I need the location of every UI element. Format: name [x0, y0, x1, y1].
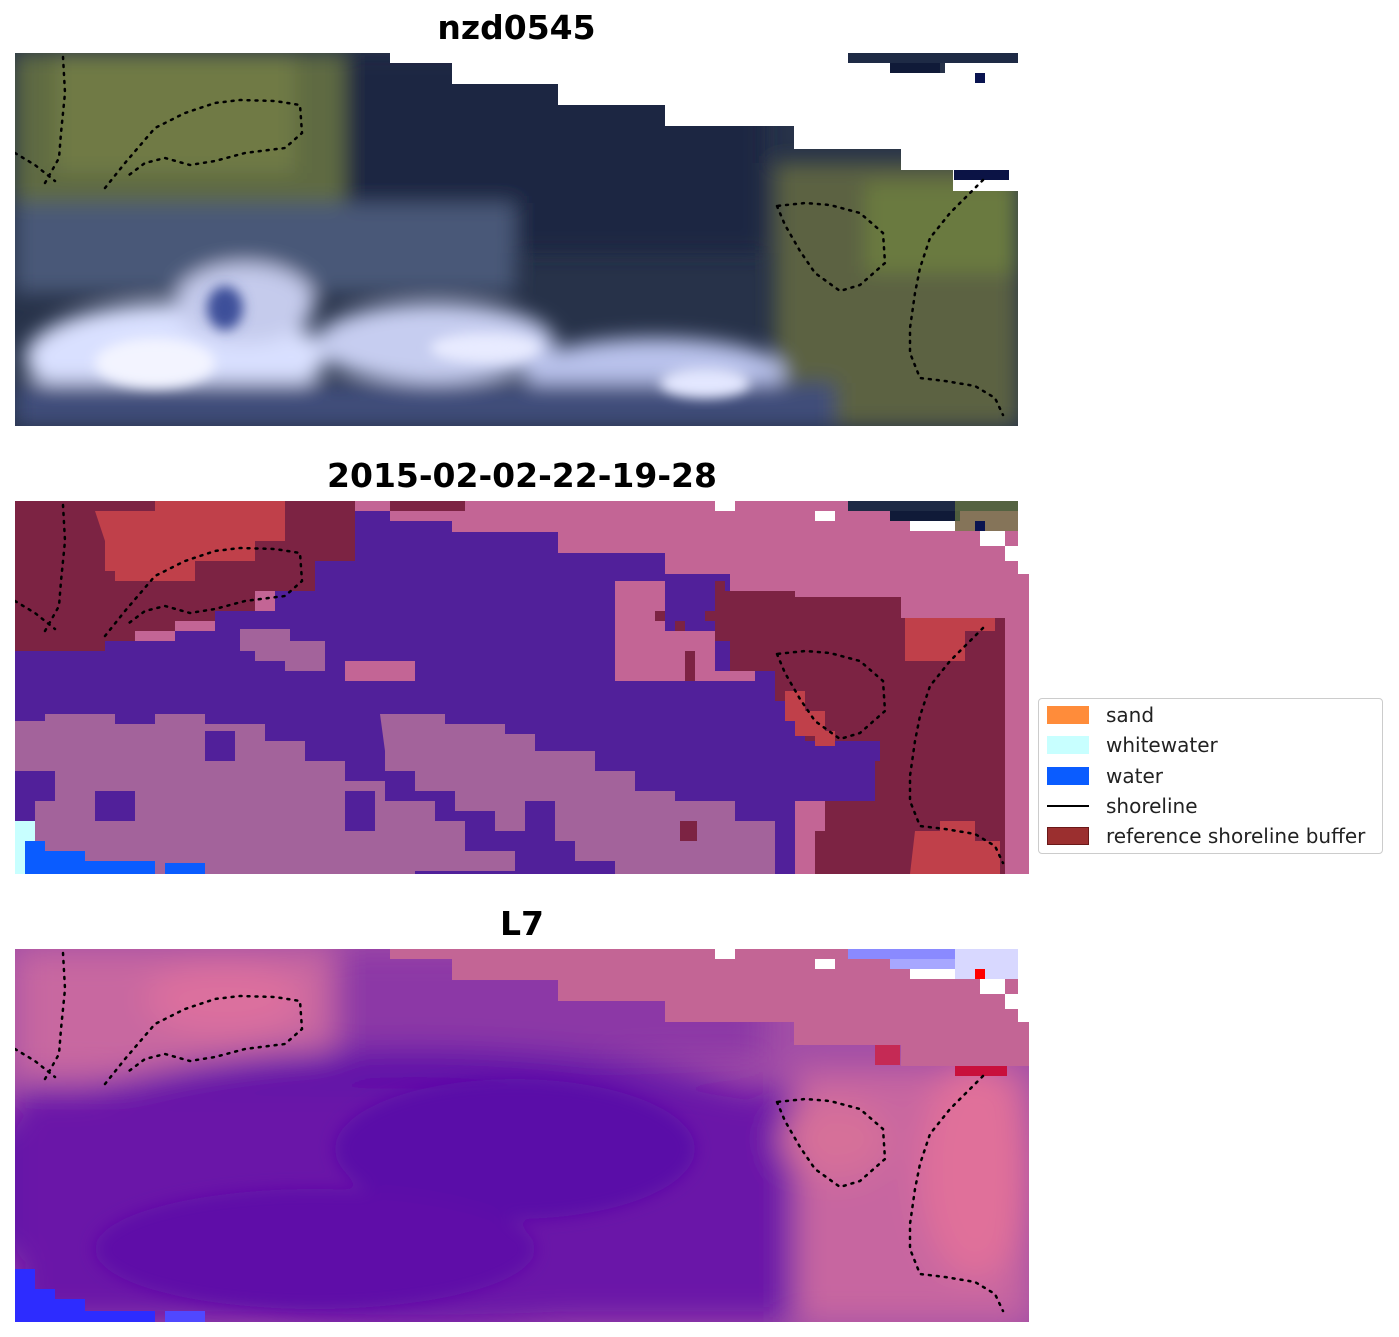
legend-swatch-reference-buffer: [1047, 827, 1089, 845]
legend: sand whitewater water shoreline referenc…: [1038, 698, 1383, 854]
panel-title-index: L7: [500, 904, 544, 943]
index-image: [15, 949, 1029, 1322]
index-panel: [15, 949, 1029, 1322]
legend-label: reference shoreline buffer: [1106, 824, 1366, 848]
legend-swatch-shoreline: [1047, 805, 1089, 807]
legend-swatch-whitewater: [1047, 736, 1089, 754]
legend-item-whitewater: whitewater: [1047, 733, 1218, 757]
classification-image: [15, 501, 1029, 874]
legend-item-reference-buffer: reference shoreline buffer: [1047, 824, 1365, 848]
legend-swatch-sand: [1047, 706, 1089, 724]
legend-item-shoreline: shoreline: [1047, 794, 1198, 818]
legend-item-water: water: [1047, 764, 1163, 788]
legend-item-sand: sand: [1047, 703, 1154, 727]
legend-label: whitewater: [1106, 733, 1218, 757]
classification-panel: [15, 501, 1029, 874]
panel-title-classification: 2015-02-02-22-19-28: [327, 456, 717, 495]
rgb-image-panel: [15, 53, 1018, 426]
legend-label: water: [1106, 764, 1163, 788]
legend-swatch-water: [1047, 767, 1089, 785]
legend-label: sand: [1106, 703, 1155, 727]
panel-title-rgb: nzd0545: [437, 8, 596, 47]
legend-label: shoreline: [1106, 794, 1198, 818]
rgb-satellite-image: [15, 53, 1018, 426]
